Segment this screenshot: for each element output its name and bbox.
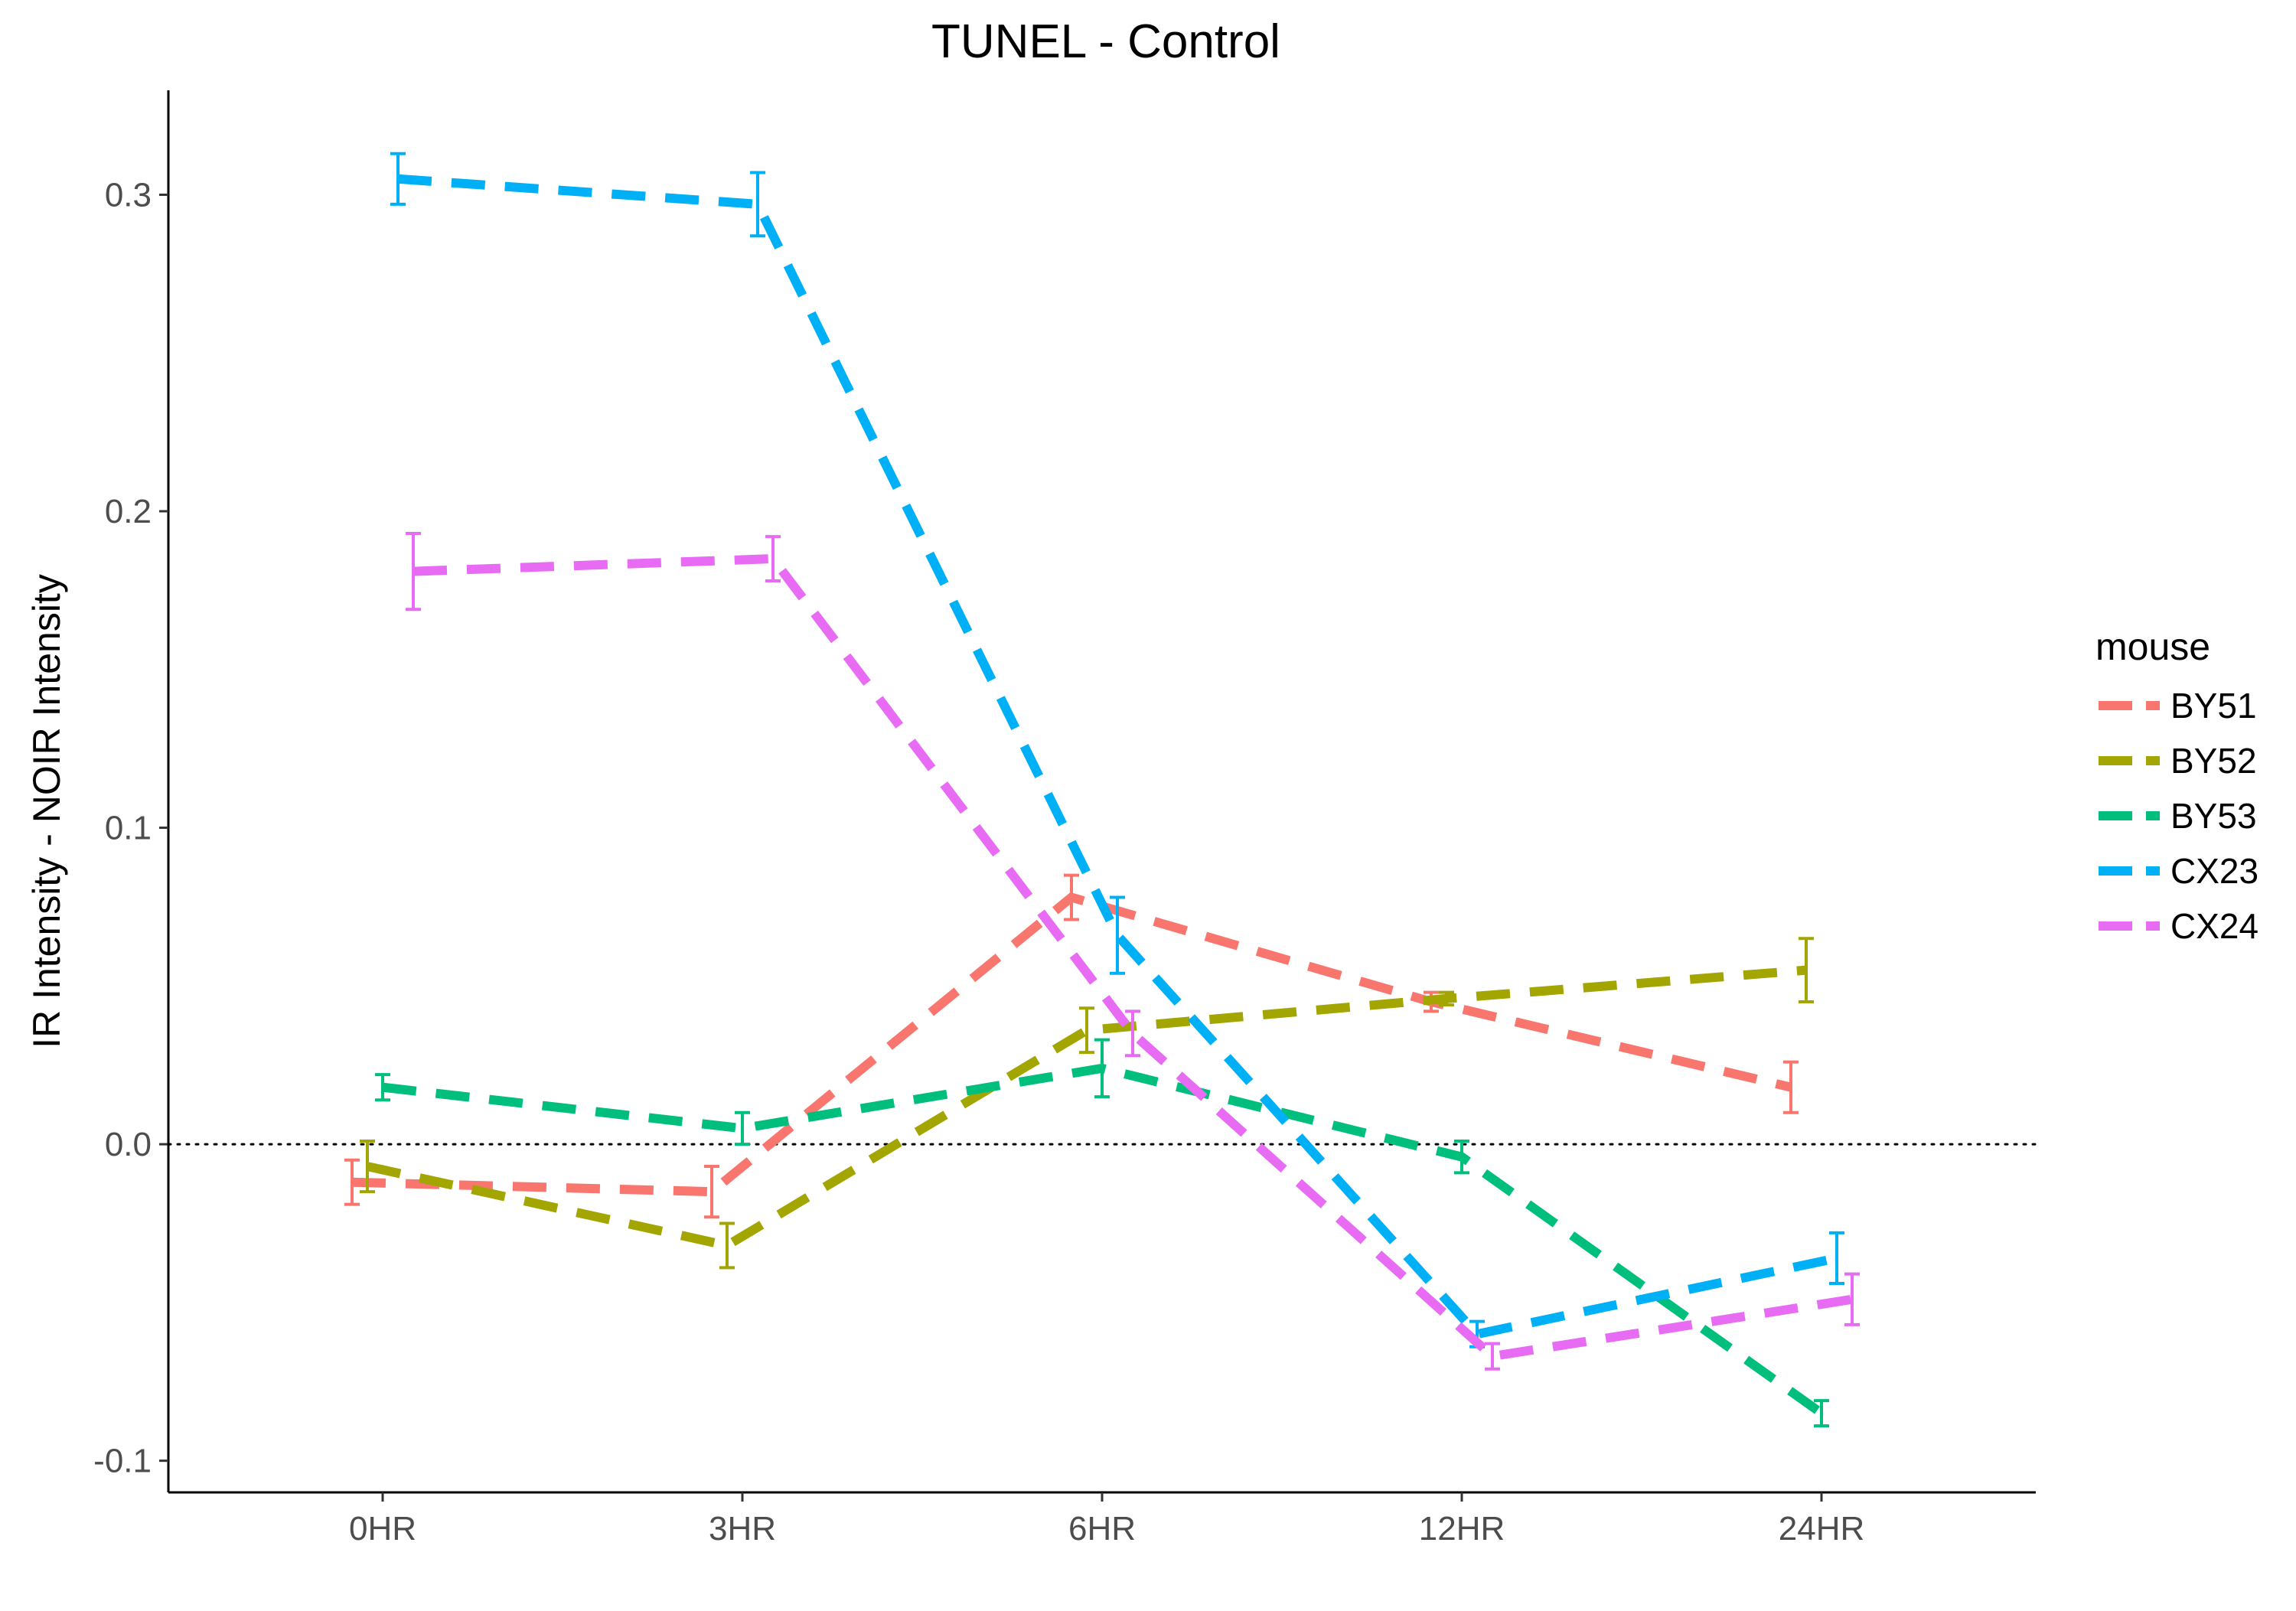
legend-label: BY52	[2170, 741, 2257, 781]
error-bar	[765, 535, 781, 582]
y-tick-label: 0.1	[105, 810, 152, 847]
x-tick-label: 3HR	[709, 1510, 776, 1547]
y-axis-title: IR Intensity - NOIR Intensity	[25, 574, 68, 1048]
y-tick-label: -0.1	[93, 1443, 152, 1480]
error-bar	[1094, 1038, 1110, 1099]
series-cx24	[406, 531, 1860, 1371]
legend-label: BY51	[2170, 686, 2257, 726]
series-line	[397, 174, 1838, 1339]
error-bar	[750, 171, 765, 238]
series-line	[382, 1063, 1825, 1417]
error-bar	[1814, 1399, 1829, 1428]
plot-area: -0.1 0.0 0.1 0.2 0.3 0HR 3HR 6HR 12HR 24HR	[93, 90, 2037, 1547]
legend-item: BY53	[2099, 796, 2257, 836]
error-bar	[704, 1165, 719, 1219]
x-tick-label: 12HR	[1419, 1510, 1505, 1547]
series-line	[366, 965, 1807, 1251]
error-bar	[1829, 1231, 1844, 1286]
error-bar	[360, 1139, 375, 1194]
error-bar	[390, 152, 406, 206]
legend-item: BY52	[2099, 741, 2257, 781]
error-bar	[1485, 1342, 1500, 1371]
x-tick-label: 24HR	[1779, 1510, 1865, 1547]
legend-label: CX23	[2170, 851, 2258, 891]
error-bar	[375, 1073, 390, 1102]
series-by51	[344, 873, 1799, 1219]
y-tick-label: 0.2	[105, 493, 152, 530]
error-bar	[1079, 1006, 1094, 1055]
error-bar	[406, 531, 421, 611]
legend-item: CX23	[2099, 851, 2258, 891]
error-bar	[719, 1221, 735, 1270]
error-bar	[1844, 1272, 1860, 1326]
series-by52	[360, 937, 1814, 1270]
x-tick-label: 6HR	[1068, 1510, 1136, 1547]
error-bar	[1783, 1060, 1799, 1114]
x-tick-label: 0HR	[349, 1510, 416, 1547]
legend-label: CX24	[2170, 906, 2258, 946]
series-line	[413, 553, 1853, 1362]
error-bar	[344, 1158, 360, 1206]
legend-item: BY51	[2099, 686, 2257, 726]
legend-item: CX24	[2099, 906, 2258, 946]
legend-title: mouse	[2095, 625, 2210, 668]
error-bar	[735, 1110, 750, 1146]
error-bar	[1110, 895, 1125, 975]
legend: mouse BY51 BY52 BY53 CX23 CX24	[2095, 625, 2258, 946]
legend-label: BY53	[2170, 796, 2257, 836]
error-bar	[1799, 937, 1814, 1004]
error-bar	[1454, 1139, 1469, 1175]
series-by53	[375, 1038, 1829, 1428]
chart-title: TUNEL - Control	[931, 15, 1280, 68]
error-bar	[1439, 990, 1454, 1007]
error-bar	[1064, 873, 1079, 921]
error-bar	[1125, 1009, 1140, 1058]
y-tick-label: 0.3	[105, 176, 152, 214]
y-tick-label: 0.0	[105, 1126, 152, 1163]
series-cx23	[390, 152, 1844, 1348]
